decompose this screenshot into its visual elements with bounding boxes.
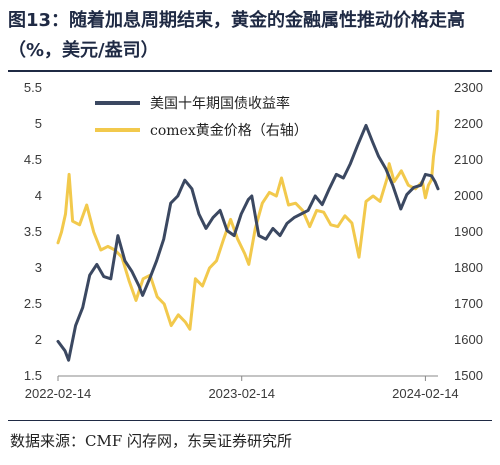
series-line-treasury-yield xyxy=(56,123,440,362)
right-tick-label: 1900 xyxy=(454,224,483,239)
series-lines xyxy=(56,109,440,362)
left-tick-label: 3.5 xyxy=(24,224,42,239)
right-tick-label: 1800 xyxy=(454,260,483,275)
left-tick-label: 5.5 xyxy=(24,80,42,95)
right-tick-label: 1700 xyxy=(454,296,483,311)
x-tick-label: 2023-02-14 xyxy=(208,386,275,401)
left-axis-ticks: 1.5 2 2.5 3 3.5 4 4.5 5 5.5 xyxy=(24,80,42,383)
legend: 美国十年期国债收益率 comex黄金价格（右轴） xyxy=(95,95,308,139)
right-tick-label: 1600 xyxy=(454,332,483,347)
source-note: 数据来源：CMF 闪存网，东吴证券研究所 xyxy=(10,432,293,450)
right-tick-label: 2000 xyxy=(454,188,483,203)
title-divider xyxy=(8,70,492,72)
chart-title: 图13：随着加息周期结束，黄金的金融属性推动价格走高（%，美元/盎司） xyxy=(8,10,466,61)
source-divider xyxy=(8,420,492,421)
left-tick-label: 4.5 xyxy=(24,152,42,167)
x-axis-ticks: 2022-02-14 2023-02-14 2024-02-14 xyxy=(25,376,459,401)
left-tick-label: 3 xyxy=(35,260,42,275)
right-tick-label: 2300 xyxy=(454,80,483,95)
series-line-gold-price xyxy=(56,109,440,331)
line-chart: 1.5 2 2.5 3 3.5 4 4.5 5 5.5 1500 1600 1700 1800 1900… xyxy=(24,80,483,401)
right-tick-label: 2200 xyxy=(454,116,483,131)
right-tick-label: 2100 xyxy=(454,152,483,167)
left-tick-label: 2 xyxy=(35,332,42,347)
x-tick-label: 2022-02-14 xyxy=(25,386,92,401)
left-tick-label: 2.5 xyxy=(24,296,42,311)
legend-label: comex黄金价格（右轴） xyxy=(150,122,308,139)
left-tick-label: 4 xyxy=(35,188,42,203)
right-tick-label: 1500 xyxy=(454,368,483,383)
legend-label: 美国十年期国债收益率 xyxy=(150,95,290,112)
x-tick-label: 2024-02-14 xyxy=(392,386,459,401)
left-tick-label: 5 xyxy=(35,116,42,131)
right-axis-ticks: 1500 1600 1700 1800 1900 2000 2100 2200 2300 xyxy=(454,80,483,383)
left-tick-label: 1.5 xyxy=(24,368,42,383)
